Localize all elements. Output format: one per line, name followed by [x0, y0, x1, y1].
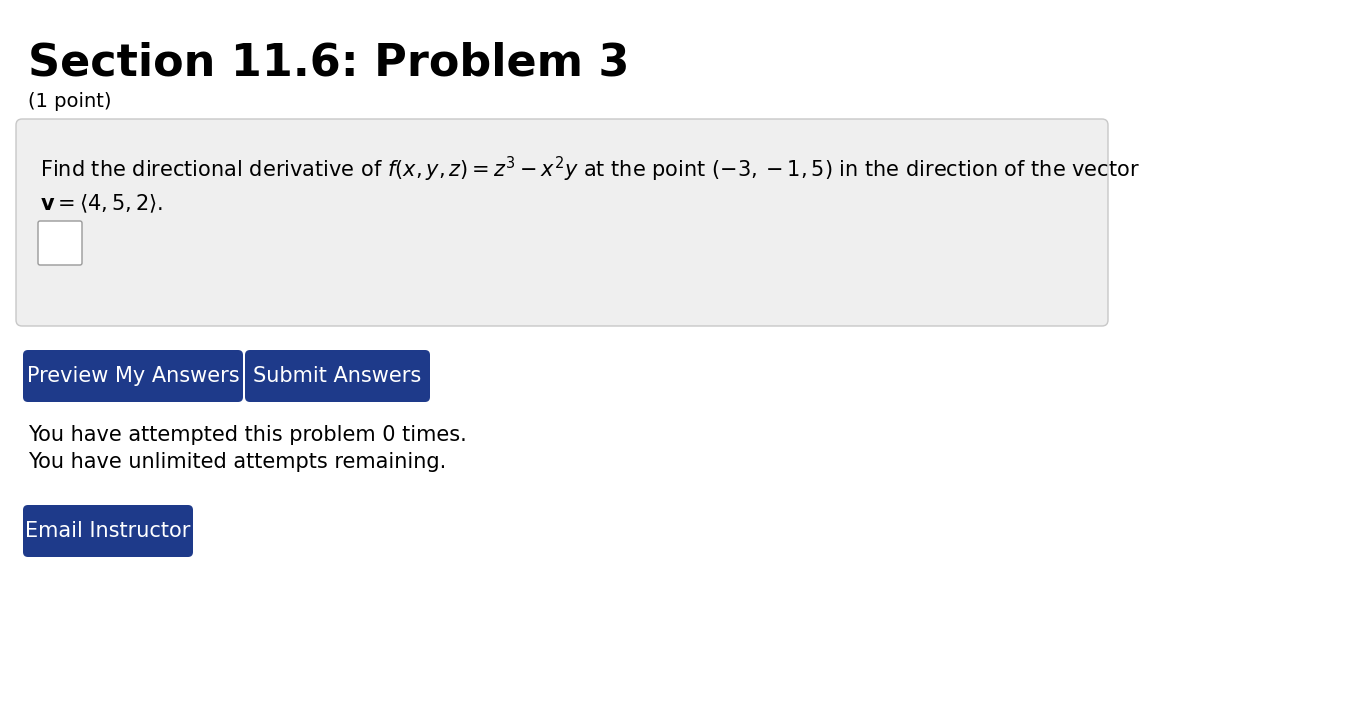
FancyBboxPatch shape — [23, 505, 193, 557]
Text: Email Instructor: Email Instructor — [26, 521, 190, 541]
FancyBboxPatch shape — [16, 119, 1108, 326]
Text: Find the directional derivative of $f(x, y, z) = z^3 - x^2y$ at the point $(-3, : Find the directional derivative of $f(x,… — [40, 155, 1140, 184]
Text: Submit Answers: Submit Answers — [253, 366, 421, 386]
Text: (1 point): (1 point) — [27, 92, 112, 111]
Text: You have unlimited attempts remaining.: You have unlimited attempts remaining. — [27, 452, 446, 472]
Text: Section 11.6: Problem 3: Section 11.6: Problem 3 — [27, 42, 629, 85]
Text: Preview My Answers: Preview My Answers — [27, 366, 239, 386]
FancyBboxPatch shape — [38, 221, 82, 265]
Text: You have attempted this problem 0 times.: You have attempted this problem 0 times. — [27, 425, 466, 445]
FancyBboxPatch shape — [23, 350, 244, 402]
FancyBboxPatch shape — [245, 350, 430, 402]
Text: $\mathbf{v} = \langle 4, 5, 2 \rangle.$: $\mathbf{v} = \langle 4, 5, 2 \rangle.$ — [40, 193, 163, 215]
